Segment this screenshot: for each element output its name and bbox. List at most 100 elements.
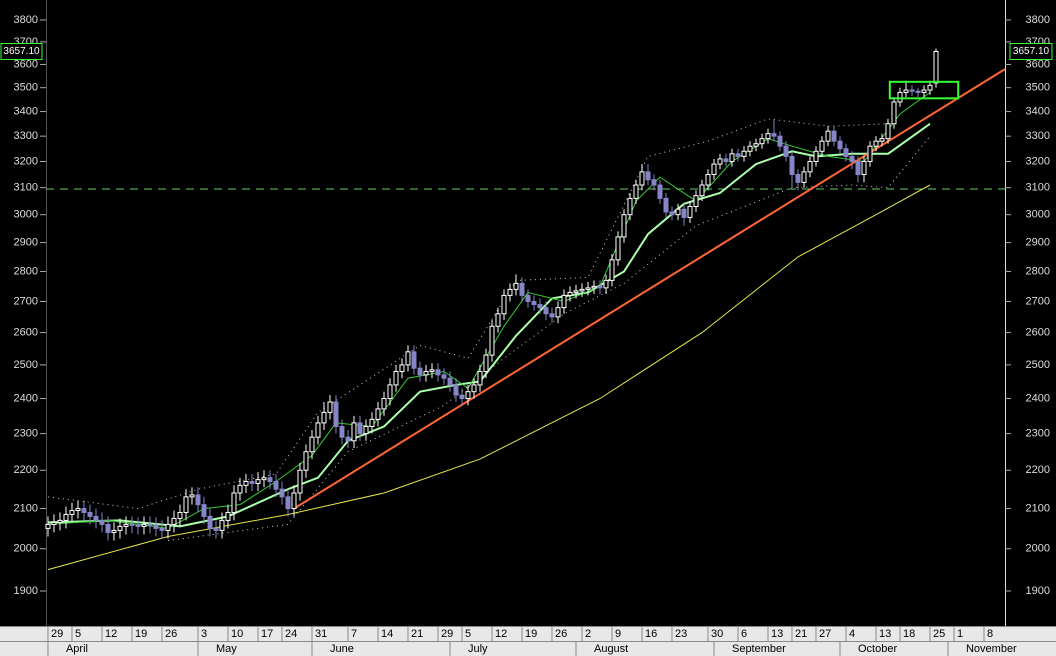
candle-body xyxy=(207,515,213,529)
candle-body xyxy=(549,313,555,318)
candle-body xyxy=(105,523,111,533)
x-tick-label: 2 xyxy=(585,628,591,640)
month-label: October xyxy=(858,643,897,655)
candle-body xyxy=(813,150,819,163)
y-tick-label: 3600 xyxy=(14,58,38,70)
candle-body xyxy=(849,155,855,163)
candle-body xyxy=(519,282,525,296)
candle-body xyxy=(633,184,639,199)
x-tick-label: 3 xyxy=(201,628,207,640)
candle-body xyxy=(153,524,159,529)
y-tick-label: 3100 xyxy=(1026,182,1050,194)
y-tick-label: 3300 xyxy=(14,130,38,142)
x-tick-label: 31 xyxy=(315,628,327,640)
y-tick-label: 2800 xyxy=(14,265,38,277)
candle-body xyxy=(489,325,495,356)
candle-body xyxy=(291,492,297,510)
y-tick-label: 1900 xyxy=(1026,585,1050,597)
candle-body xyxy=(429,369,435,373)
month-label: August xyxy=(594,643,628,655)
candle-body xyxy=(159,527,165,531)
month-label: May xyxy=(216,643,237,655)
candle-body xyxy=(219,519,225,531)
candle-body xyxy=(123,523,129,527)
y-tick-label: 2000 xyxy=(14,543,38,555)
month-label: June xyxy=(330,643,354,655)
candle-body xyxy=(255,479,261,484)
y-tick-label: 1900 xyxy=(14,585,38,597)
candle-body xyxy=(459,394,465,400)
y-tick-label: 3500 xyxy=(1026,82,1050,94)
candle-body xyxy=(393,371,399,386)
candle-body xyxy=(759,138,765,145)
candle-body xyxy=(237,484,243,494)
candle-body xyxy=(201,504,207,517)
candle-body xyxy=(525,294,531,302)
candle-body xyxy=(891,101,897,125)
y-tick-label: 3400 xyxy=(1026,105,1050,117)
x-tick-label: 26 xyxy=(165,628,177,640)
candle-body xyxy=(165,523,171,531)
candle-body xyxy=(363,425,369,435)
candle-body xyxy=(135,524,141,527)
candle-body xyxy=(729,153,735,163)
last-price-box xyxy=(1009,43,1053,61)
candle-body xyxy=(327,401,333,413)
y-tick-label: 2900 xyxy=(1026,237,1050,249)
last-price-box xyxy=(0,43,43,61)
y-tick-label: 2300 xyxy=(1026,428,1050,440)
candle-body xyxy=(837,140,843,150)
x-tick-label: 13 xyxy=(879,628,891,640)
candle-body xyxy=(663,197,669,213)
candle-body xyxy=(471,384,477,393)
candle-body xyxy=(375,408,381,420)
candle-body xyxy=(831,130,837,142)
candle-body xyxy=(81,508,87,513)
month-label: September xyxy=(732,643,786,655)
x-tick-label: 21 xyxy=(795,628,807,640)
candle-body xyxy=(867,145,873,163)
x-tick-label: 17 xyxy=(261,628,273,640)
candle-body xyxy=(333,401,339,427)
candle-body xyxy=(753,143,759,147)
candle-body xyxy=(615,236,621,261)
candle-body xyxy=(285,496,291,510)
candle-body xyxy=(177,511,183,519)
candle-body xyxy=(495,313,501,327)
candle-body xyxy=(465,391,471,400)
candle-body xyxy=(213,527,219,531)
x-tick-label: 9 xyxy=(615,628,621,640)
candle-body xyxy=(675,208,681,216)
candle-body xyxy=(573,290,579,293)
candle-body xyxy=(921,89,927,93)
x-tick-label: 12 xyxy=(495,628,507,640)
y-tick-label: 2200 xyxy=(14,464,38,476)
y-tick-label: 3200 xyxy=(1026,155,1050,167)
candle-body xyxy=(765,133,771,140)
candle-body xyxy=(693,195,699,207)
candle-body xyxy=(861,161,867,175)
candle-body xyxy=(63,513,69,521)
x-tick-label: 27 xyxy=(819,628,831,640)
candle-body xyxy=(789,155,795,175)
candle-body xyxy=(723,158,729,163)
candle-body xyxy=(339,425,345,438)
candle-body xyxy=(777,135,783,147)
candle-body xyxy=(909,89,915,92)
candle-body xyxy=(915,90,921,93)
x-tick-label: 18 xyxy=(903,628,915,640)
y-tick-label: 2700 xyxy=(1026,295,1050,307)
candle-body xyxy=(417,367,423,376)
candle-body xyxy=(405,351,411,366)
candle-body xyxy=(243,481,249,486)
candle-body xyxy=(597,285,603,289)
x-tick-label: 24 xyxy=(285,628,297,640)
y-tick-label: 2900 xyxy=(14,237,38,249)
candle-body xyxy=(309,436,315,453)
candle-body xyxy=(249,481,255,484)
candle-body xyxy=(357,422,363,435)
candle-body xyxy=(513,282,519,290)
indicator-line xyxy=(47,118,889,510)
x-tick-label: 23 xyxy=(675,628,687,640)
candle-body xyxy=(57,519,63,523)
